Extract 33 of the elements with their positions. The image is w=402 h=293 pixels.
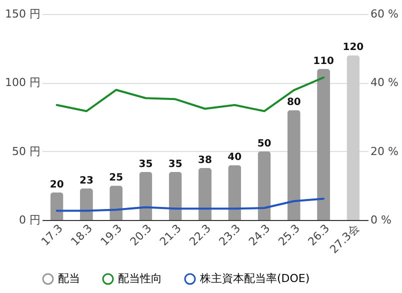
data-label: 20 [50,180,64,191]
bar [317,68,330,220]
y-tick-label: 50 円 [12,144,40,158]
data-label: 23 [79,175,94,186]
bar [258,151,271,220]
bar [168,172,182,220]
bar [50,192,64,220]
data-label: 35 [168,158,182,170]
legend-label: 配当 [58,272,80,285]
bar [346,55,360,220]
legend-label: 株主資本配当率(DOE) [199,272,310,285]
bar [287,110,300,220]
legend-label: 配当性向 [118,272,162,285]
data-label: 120 [342,42,364,54]
y-tick-label: 0 円 [19,214,40,226]
bar [198,168,212,220]
data-label: 50 [257,138,272,150]
data-label: 38 [198,154,212,166]
data-label: 25 [109,172,124,184]
y2-tick-label: 60 % [370,8,398,20]
y2-tick-label: 0 % [370,214,392,226]
bar [228,165,242,220]
data-label: 40 [228,152,242,164]
y-tick-label: 150 円 [5,8,40,20]
y2-tick-label: 40 % [370,76,398,90]
data-label: 80 [286,97,301,108]
line-series [56,76,325,112]
bar [139,172,152,220]
y-tick-label: 100 円 [5,76,40,90]
y2-tick-label: 20 % [370,144,398,158]
data-label: 110 [313,56,334,67]
line-series [56,198,325,212]
data-label: 35 [138,158,153,170]
